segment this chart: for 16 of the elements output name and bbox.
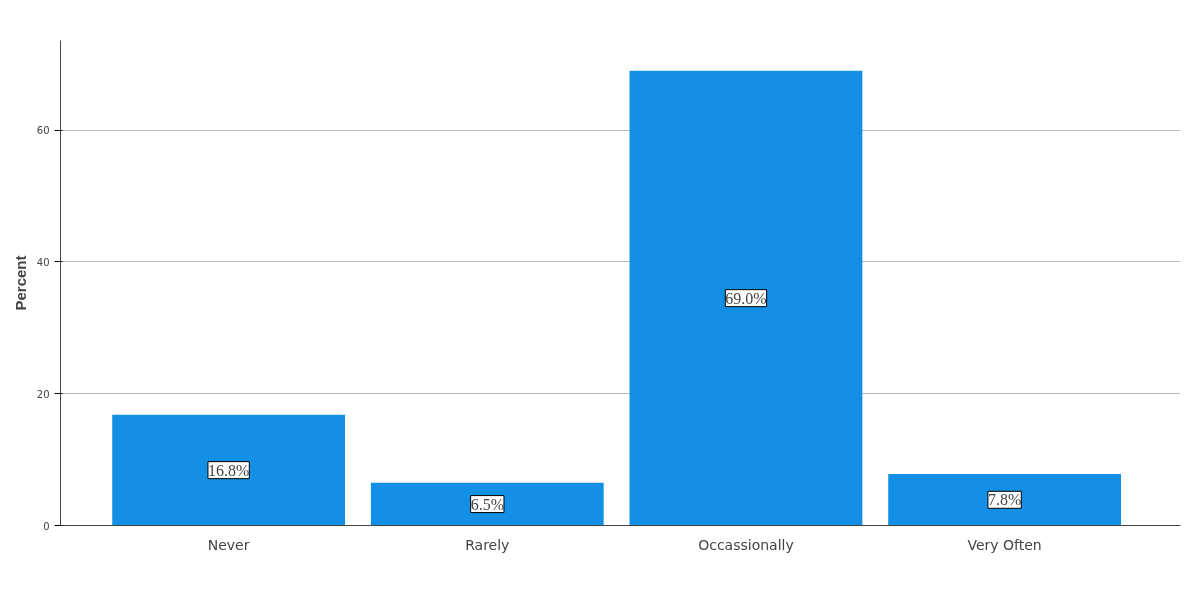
bar <box>112 414 346 526</box>
x-tick-label: Never <box>207 536 250 553</box>
y-axis-title: Percent <box>11 255 29 311</box>
y-tick-label: 0 <box>43 520 50 532</box>
y-tick-label: 60 <box>36 125 50 137</box>
x-tick-label: Rarely <box>465 536 510 553</box>
x-tick-label: Very Often <box>967 536 1042 553</box>
bar <box>370 482 604 526</box>
y-tick-label: 20 <box>36 388 50 400</box>
data-label: 7.8% <box>987 491 1022 509</box>
data-label: 16.8% <box>207 461 250 479</box>
y-tick-label: 40 <box>36 256 50 268</box>
bar <box>888 474 1122 526</box>
data-label: 69.0% <box>725 289 767 307</box>
bar <box>629 70 863 526</box>
x-tick-label: Occassionally <box>698 536 794 553</box>
